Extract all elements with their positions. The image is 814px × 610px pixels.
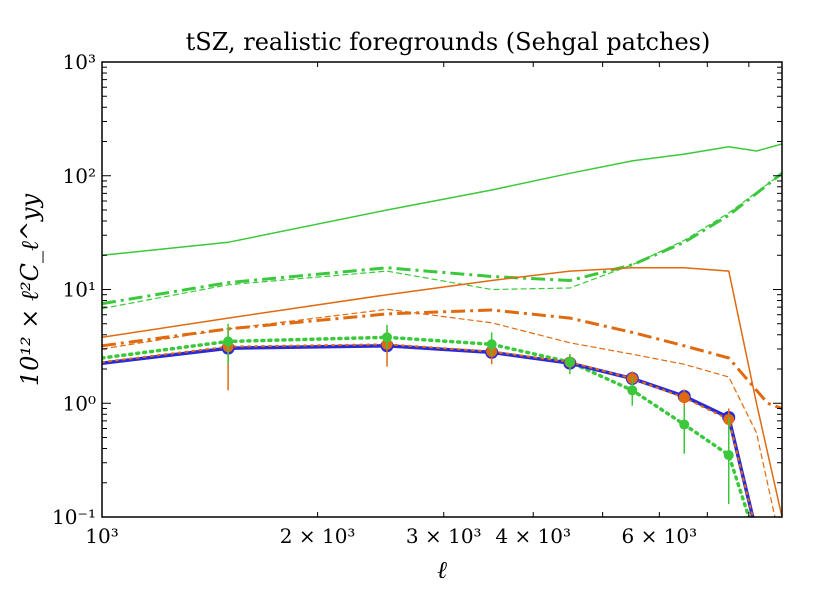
series-green-solid [102, 143, 782, 257]
series-orange-solid [102, 267, 782, 517]
x-axis-label: ℓ [437, 556, 447, 584]
y-tick-label: 10² [63, 164, 96, 188]
x-tick-label: 2 × 10³ [280, 524, 356, 548]
axis-ticks: 10³ 2 × 10³ 3 × 10³ 4 × 10³ 6 × 10³ 10⁻¹ 10⁰ 10… [52, 50, 782, 548]
series-orange-dotted-on-blue [102, 343, 754, 517]
series-orange-dashed-thin [102, 308, 776, 517]
series-green-dashed-thin [102, 172, 782, 310]
green-points-marker [627, 385, 638, 396]
green-points-marker [382, 332, 393, 343]
green-points-marker [486, 339, 497, 350]
x-tick-label: 10³ [85, 524, 118, 548]
green-points-marker [223, 336, 234, 347]
chart-title: tSZ, realistic foregrounds (Sehgal patch… [186, 28, 711, 56]
y-tick-label: 10¹ [63, 278, 96, 302]
y-tick-label: 10⁰ [63, 391, 96, 415]
y-tick-label: 10⁻¹ [52, 505, 96, 529]
green-points-marker [679, 419, 690, 430]
orange-points-marker [678, 392, 690, 404]
y-tick-label: 10³ [63, 50, 96, 74]
y-axis-label: 10¹² × ℓ²C_ℓ^yy [16, 193, 44, 386]
x-tick-label: 3 × 10³ [406, 524, 482, 548]
series-blue-solid [102, 344, 755, 517]
x-tick-label: 6 × 10³ [622, 524, 698, 548]
series-green-dotted [102, 335, 751, 517]
green-points-marker [723, 450, 734, 461]
x-tick-label: 4 × 10³ [495, 524, 571, 548]
series-green-dashdot-thick [102, 172, 782, 306]
plot-area [102, 143, 782, 517]
green-points-marker [564, 357, 575, 368]
